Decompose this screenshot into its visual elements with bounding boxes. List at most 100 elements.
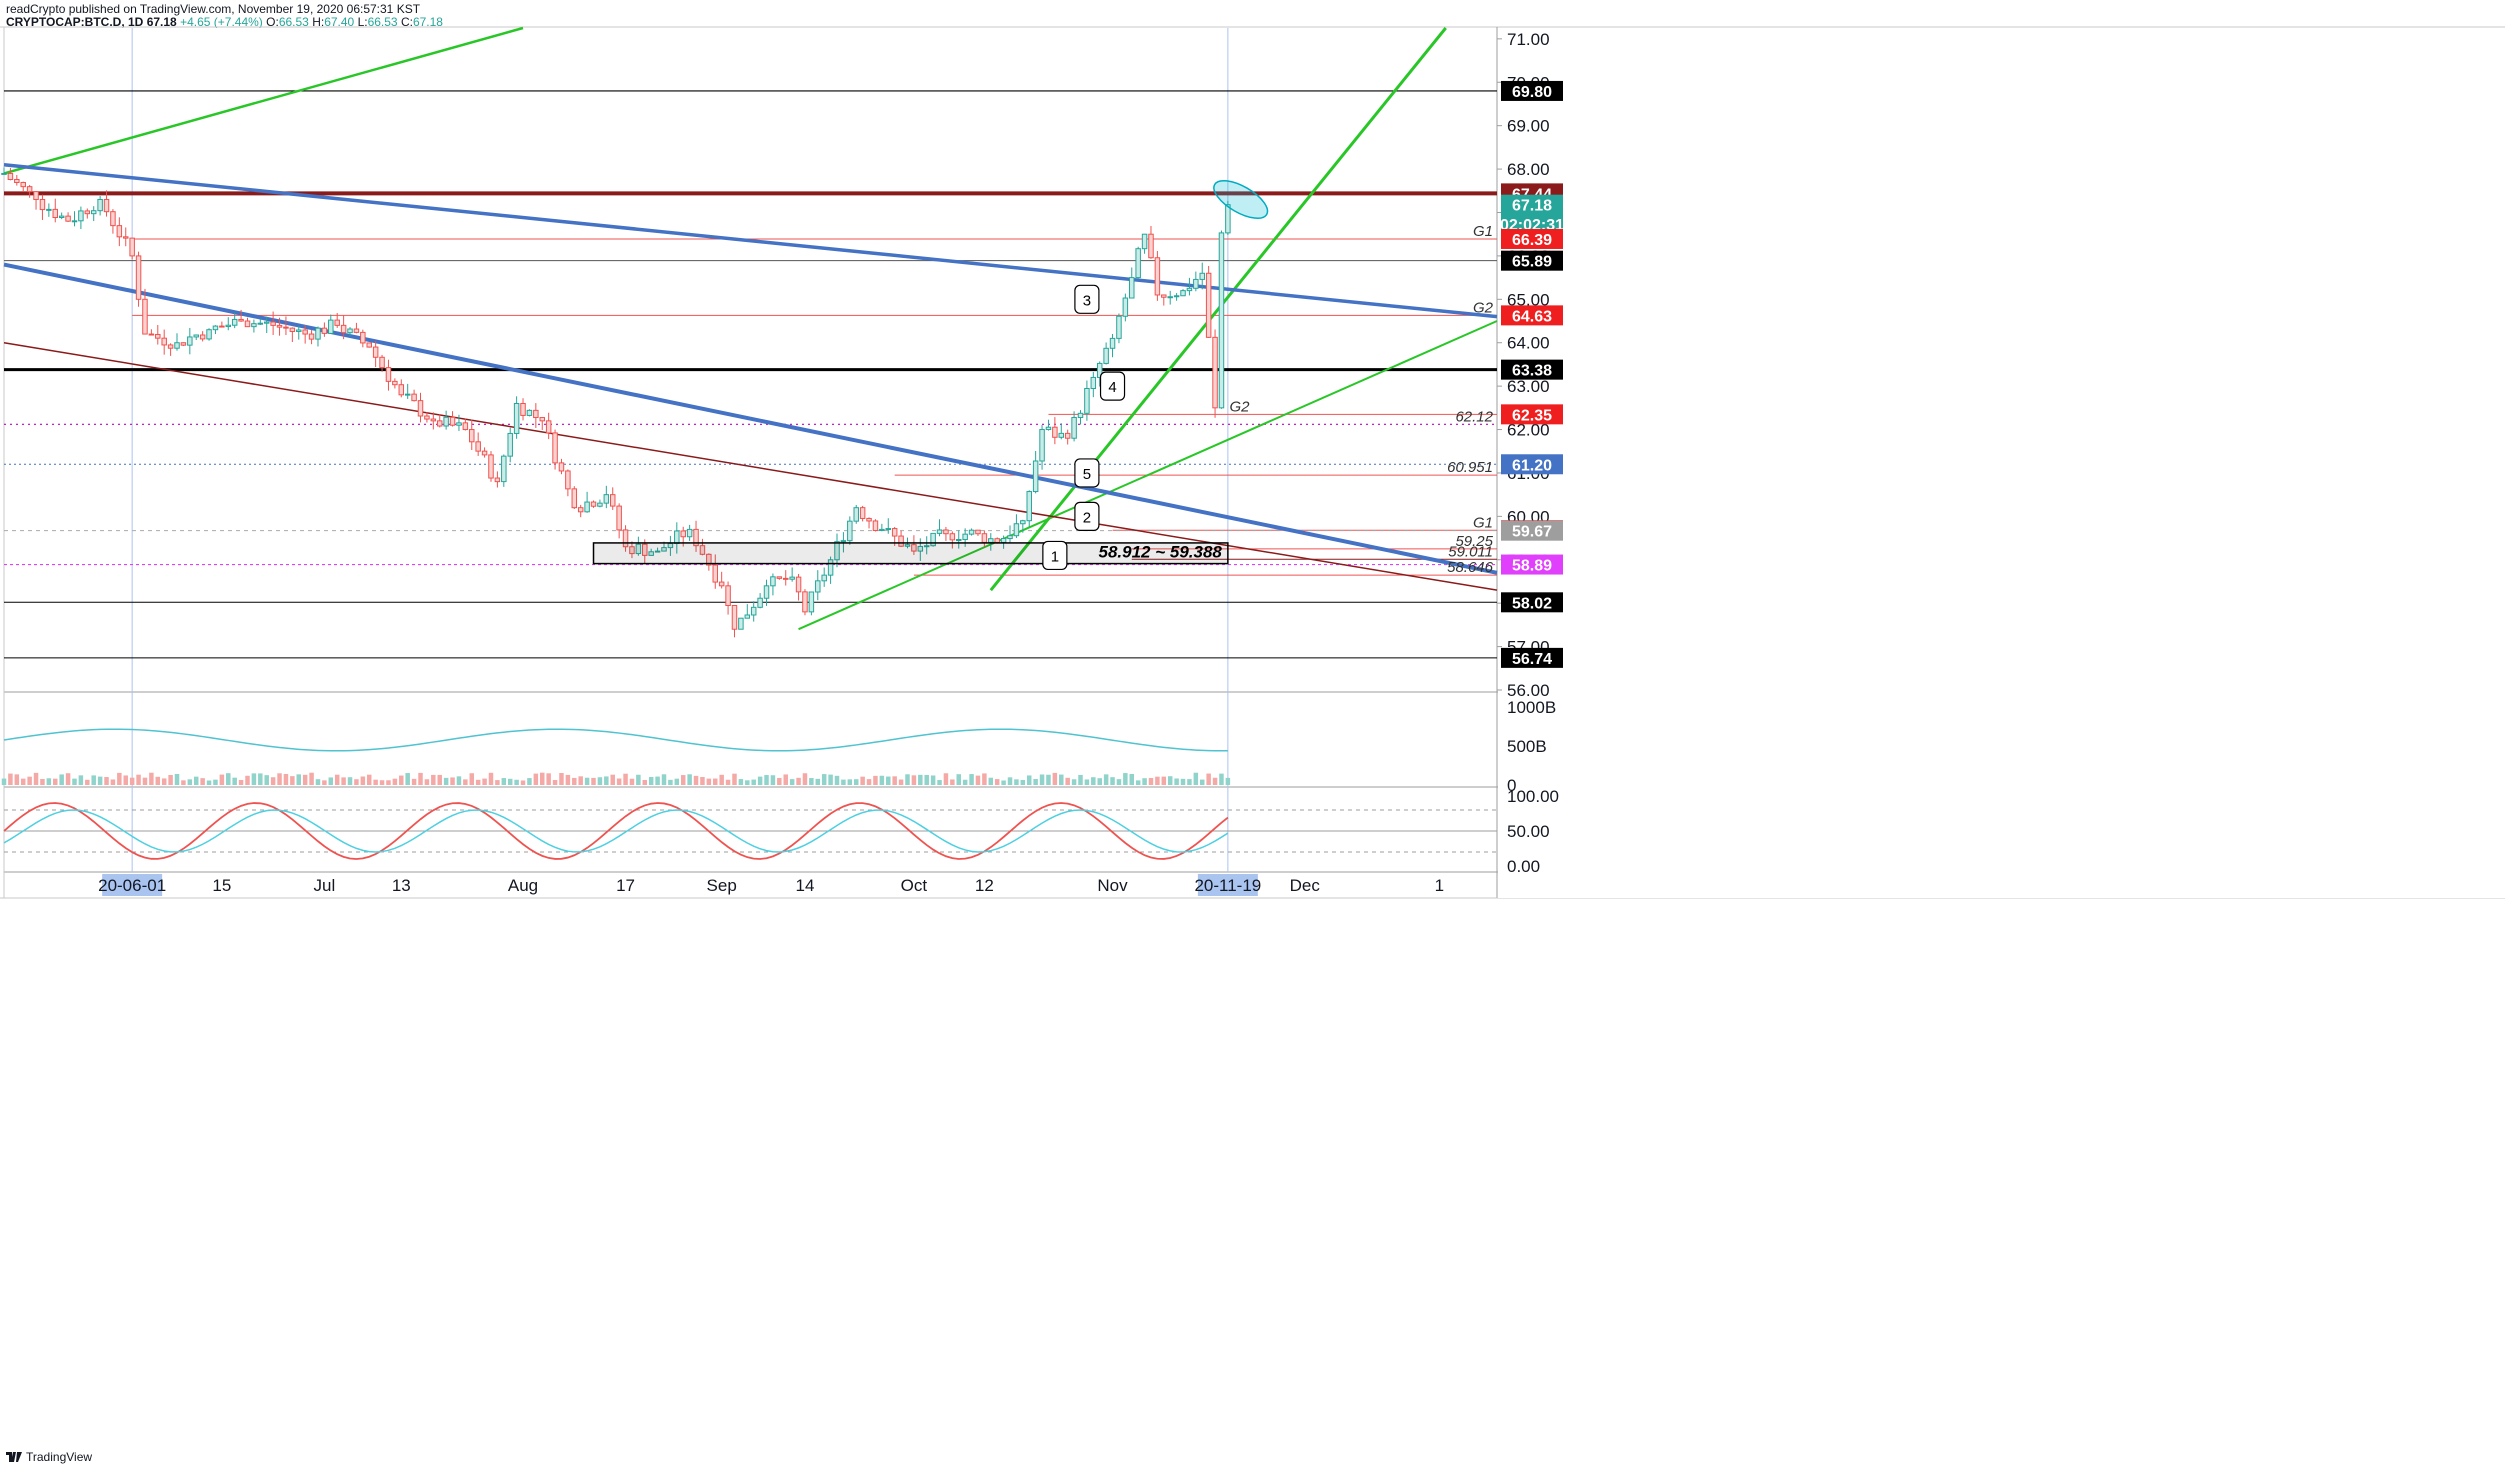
volume-bar [302,774,308,785]
candle [558,458,565,475]
candle-body [1090,376,1097,390]
volume-bar [937,780,942,785]
volume-tick-label: 500B [1507,737,1547,756]
candle [283,316,289,336]
time-tick-label: 12 [975,876,994,895]
trend-line [989,27,1447,592]
candle [1090,371,1097,398]
candle-body [558,462,565,472]
time-tick-label: 20-06-01 [98,876,166,895]
candle [1173,293,1180,301]
volume-bar [777,777,782,785]
volume-bar [450,777,455,785]
candle [699,538,706,556]
volume-bar [1014,779,1019,785]
candle-body [571,488,578,509]
volume-bar [616,778,622,785]
price-label: 65.89 [1501,250,1563,271]
volume-bar [149,772,154,785]
candle [199,331,206,342]
candle [116,217,123,247]
candle-body [1109,337,1116,349]
volume-bar [443,777,449,785]
candle-body [738,617,744,630]
volume-bar [463,779,468,785]
candle-body [385,367,392,382]
time-tick-label: Aug [508,876,538,895]
volume-bar [1155,776,1160,785]
candle-body [65,215,71,222]
candle [776,576,783,580]
volume-bar [418,772,423,785]
candle [872,519,879,532]
callout-number: 2 [1083,509,1091,526]
candle-body [1186,287,1193,292]
candle [251,319,257,333]
volume-bar [1135,780,1141,785]
candle-body [1000,538,1007,543]
price-tick-label: 69.00 [1507,117,1550,136]
volume-bar [14,774,20,785]
volume-bar [796,777,801,785]
candle [78,206,84,230]
price-label-bg [1501,647,1563,668]
candle-body [827,559,834,576]
oscillator-signal-line [3,809,1229,853]
publish-info: readCrypto published on TradingView.com,… [6,2,421,16]
candle [1193,271,1199,292]
volume-bar [1046,774,1051,785]
volume-bar [213,779,218,785]
candle [244,317,251,328]
volume-bar [847,779,853,785]
volume-bar [238,779,244,785]
volume-bar [841,779,846,785]
candle-body [872,520,879,531]
candle-body [642,543,648,556]
candle-body [231,318,238,326]
candle [1205,265,1212,339]
candle-body [116,225,123,238]
candle [808,591,815,616]
candle [770,573,776,596]
price-label-text: 61.20 [1512,457,1552,474]
candle [263,316,270,334]
volume-bar [540,772,545,785]
candle [1032,451,1039,494]
callout-box [1099,371,1126,401]
candle-body [1225,204,1231,234]
volume-bar [40,779,45,785]
candle [565,469,571,497]
candle-body [33,191,39,200]
candle [238,309,244,322]
candle-body [545,420,552,434]
candle-body [20,181,26,188]
volume-bar [886,776,891,785]
volume-bar [713,778,718,785]
candle-body [1199,272,1205,280]
price-label: 67.18 [1501,194,1563,215]
volume-bar [360,776,366,785]
candle [33,191,39,210]
volume-bar [27,776,32,785]
volume-tick-label: 0 [1507,776,1516,795]
candle-body [1116,315,1122,339]
candle [103,190,110,217]
candle [488,451,494,482]
candle [257,318,264,325]
time-tick-label: 1 [1435,876,1444,895]
candle-body [193,334,199,338]
candle-body [526,409,533,416]
candle [46,203,52,217]
candle-body [1148,233,1154,259]
volume-bar [1020,779,1026,785]
price-tick-label: 71.00 [1507,30,1550,49]
candle-body [212,325,219,331]
candle-body [968,529,975,535]
candle-body [629,546,635,555]
volume-bar [437,774,442,785]
volume-bar [1071,779,1077,785]
candle-body [1161,294,1167,298]
candle [552,429,558,470]
volume-bar [1200,779,1205,785]
